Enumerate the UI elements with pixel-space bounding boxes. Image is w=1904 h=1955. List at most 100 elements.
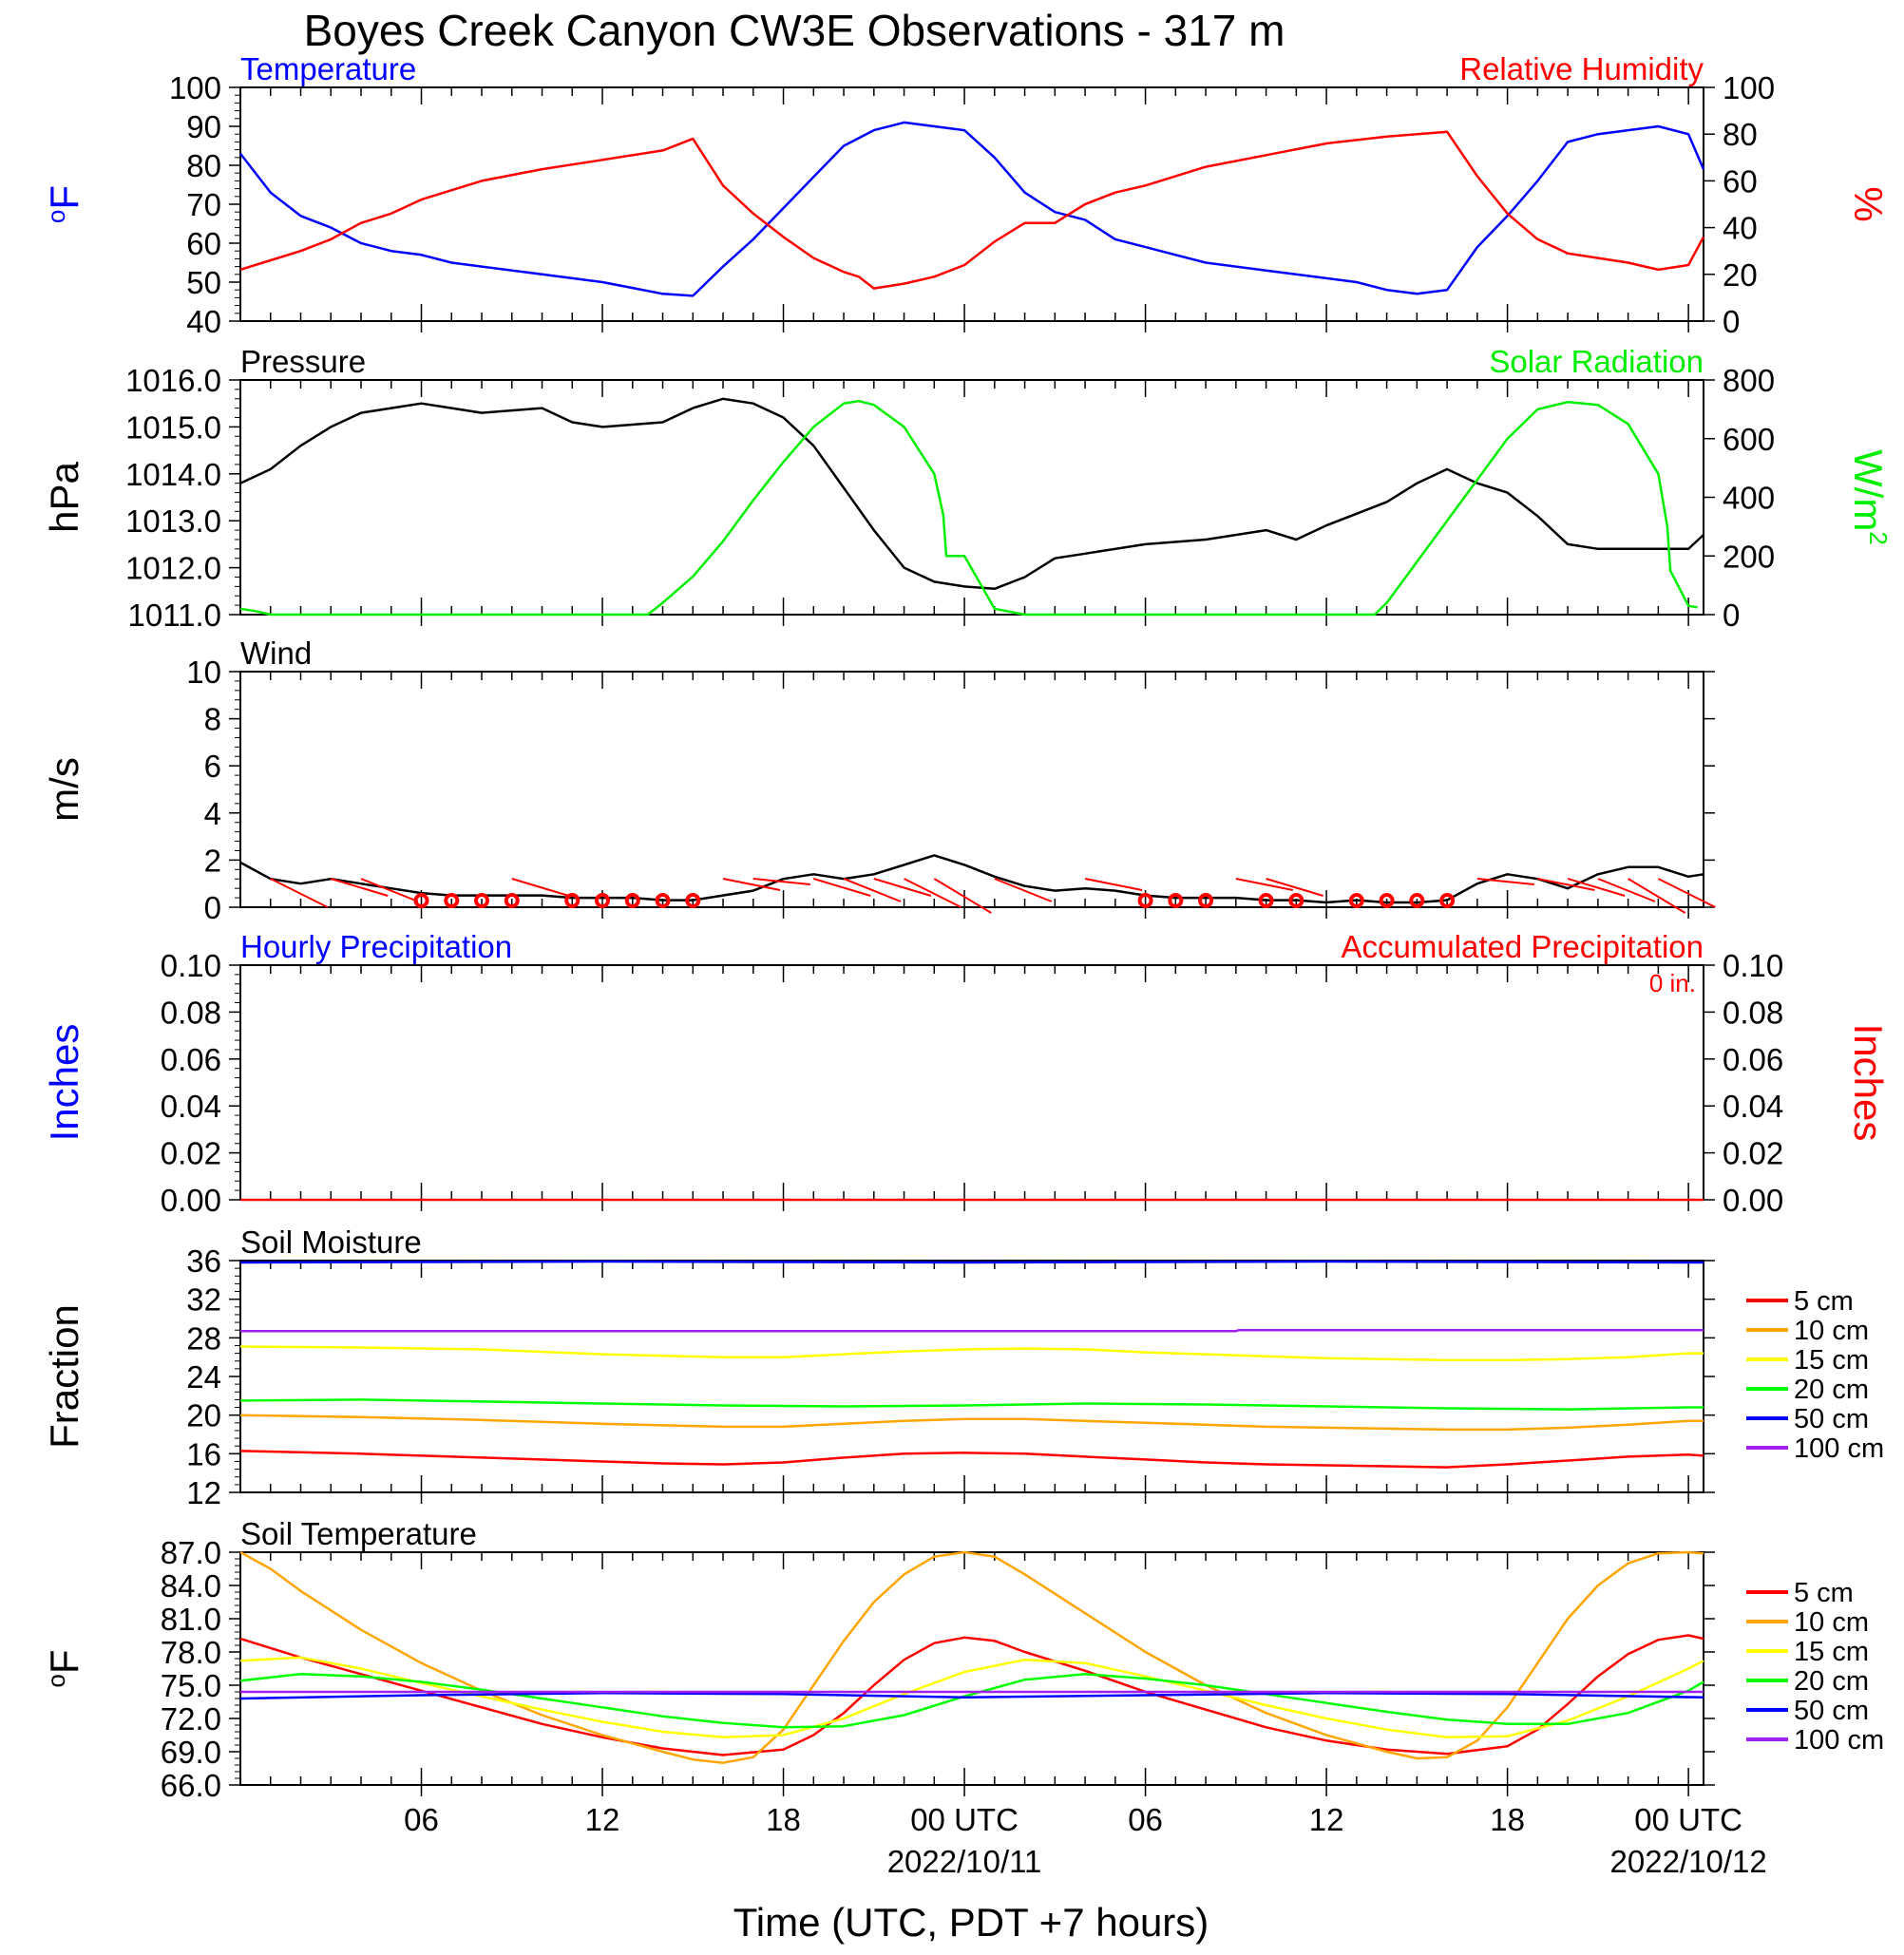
precip-total-annotation: 0 in. [1649,969,1696,997]
y-tick-label-left: 1014.0 [125,457,221,492]
wind-barb [933,878,992,914]
x-tick-label: 06 [1128,1802,1163,1837]
panel-soil_temperature: 66.069.072.075.078.081.084.087.0 Soil Tem… [42,1516,1884,1879]
y-tick-label-left: 70 [186,187,221,222]
y-tick-label-right: 600 [1723,422,1775,457]
wind-barb [360,878,419,902]
wind-barb [873,878,932,897]
wind-calm-circle [1409,893,1425,908]
y-tick-label-right: 0.10 [1723,948,1783,983]
wind-barb [1657,878,1716,908]
series-line-soil_temperature-15cm [239,1656,1704,1739]
x-tick-label: 12 [585,1802,620,1837]
panel-title-right: Accumulated Precipitation [1341,929,1704,964]
y-axis-label-left: hPa [42,461,86,532]
wind-calm-circle [1168,893,1184,908]
wind-barb [1476,878,1534,885]
y-tick-label-left: 0.00 [161,1183,221,1218]
wind-calm-circle [504,893,520,908]
y-axis-label-left: oF [42,1649,86,1687]
chart-title: Boyes Creek Canyon CW3E Observations - 3… [304,6,1285,55]
series-line-pressure_solar-0 [239,397,1704,591]
wind-barb [1597,878,1656,902]
legend-label: 5 cm [1794,1578,1854,1608]
series-line-pressure_solar-1 [239,399,1698,617]
y-tick-label-left: 0 [204,890,221,925]
y-tick-label-right: 0.04 [1723,1089,1783,1124]
wind-barb [722,878,781,891]
y-axis-label-right: W/m2 [1846,449,1893,545]
y-tick-label-right: 0.00 [1723,1183,1783,1218]
panel-title-right: Solar Radiation [1489,344,1704,379]
panel-precip: 0.00 0.02 0.04 0.06 0.08 0.10 0.00 0.02 0.04 0.06… [42,929,1891,1218]
y-tick-label-left: 36 [186,1243,221,1279]
y-axis-label-right: Inches [1846,1024,1891,1142]
y-tick-label-right: 0 [1723,598,1740,633]
y-tick-label-right: 0.08 [1723,995,1783,1030]
y-tick-label-left: 0.06 [161,1042,221,1077]
y-tick-label-left: 20 [186,1398,221,1433]
y-tick-label-left: 1013.0 [125,503,221,539]
legend-label: 5 cm [1794,1286,1854,1317]
wind-barb [1628,878,1686,914]
y-tick-label-left: 0.10 [161,948,221,983]
y-tick-label-left: 12 [186,1475,221,1510]
series-line-soil_temperature-10cm [239,1550,1704,1764]
y-tick-label-left: 16 [186,1436,221,1471]
panel-title-left: Hourly Precipitation [240,929,512,964]
wind-calm-circle [1379,893,1395,908]
panel-title-left: Wind [240,636,312,671]
x-tick-label: 12 [1309,1802,1344,1837]
plot-frame [239,964,1704,1201]
y-tick-label-right: 800 [1723,363,1775,398]
y-tick-label-left: 72.0 [161,1701,221,1737]
legend-label: 20 cm [1794,1375,1869,1405]
wind-calm-circle [1198,893,1214,908]
series-line-temp_rh-1 [239,130,1705,290]
y-tick-label-right: 80 [1723,117,1758,152]
y-tick-label-left: 66.0 [161,1768,221,1803]
wind-barb [1235,878,1294,891]
y-tick-label-left: 40 [186,304,221,339]
y-tick-label-left: 0.08 [161,995,221,1030]
series-line-temp_rh-0 [239,121,1705,297]
wind-calm-circle [1137,893,1153,908]
x-tick-label: 18 [1490,1802,1525,1837]
y-tick-label-right: 60 [1723,163,1758,199]
panel-title-right: Relative Humidity [1459,51,1704,86]
legend-label: 15 cm [1794,1345,1869,1376]
y-tick-label-right: 400 [1723,481,1775,516]
x-tick-label: 00 UTC [1634,1802,1742,1837]
plot-frame [239,671,1704,908]
wind-barb [752,878,810,885]
y-tick-label-left: 100 [169,70,221,105]
y-axis-label-left: m/s [42,757,86,822]
series-line-soil_moisture-100cm [240,1328,1704,1333]
y-tick-label-left: 24 [186,1359,221,1395]
wind-calm-circle [655,893,671,908]
legend-label: 20 cm [1794,1666,1869,1697]
x-date-label: 2022/10/11 [887,1844,1042,1879]
y-tick-label-left: 75.0 [161,1668,221,1703]
y-tick-label-right: 0.02 [1723,1136,1783,1171]
y-tick-label-left: 1016.0 [125,363,221,398]
x-date-label: 2022/10/12 [1610,1844,1767,1879]
wind-calm-circle [1288,893,1304,908]
legend-label: 50 cm [1794,1404,1869,1434]
y-tick-label-left: 8 [204,702,221,737]
wind-calm-circle [1439,893,1456,908]
y-tick-label-left: 28 [186,1320,221,1356]
wind-calm-circle [444,893,460,908]
y-tick-label-left: 6 [204,749,221,784]
y-tick-label-left: 81.0 [161,1602,221,1637]
wind-barb [813,878,871,897]
y-tick-label-left: 0.02 [161,1136,221,1171]
y-tick-label-right: 40 [1723,211,1758,246]
wind-calm-circle [624,893,640,908]
y-tick-label-left: 87.0 [161,1535,221,1570]
series-line-soil_moisture-15cm [239,1345,1704,1361]
y-tick-label-left: 84.0 [161,1568,221,1604]
legend-label: 15 cm [1794,1637,1869,1667]
